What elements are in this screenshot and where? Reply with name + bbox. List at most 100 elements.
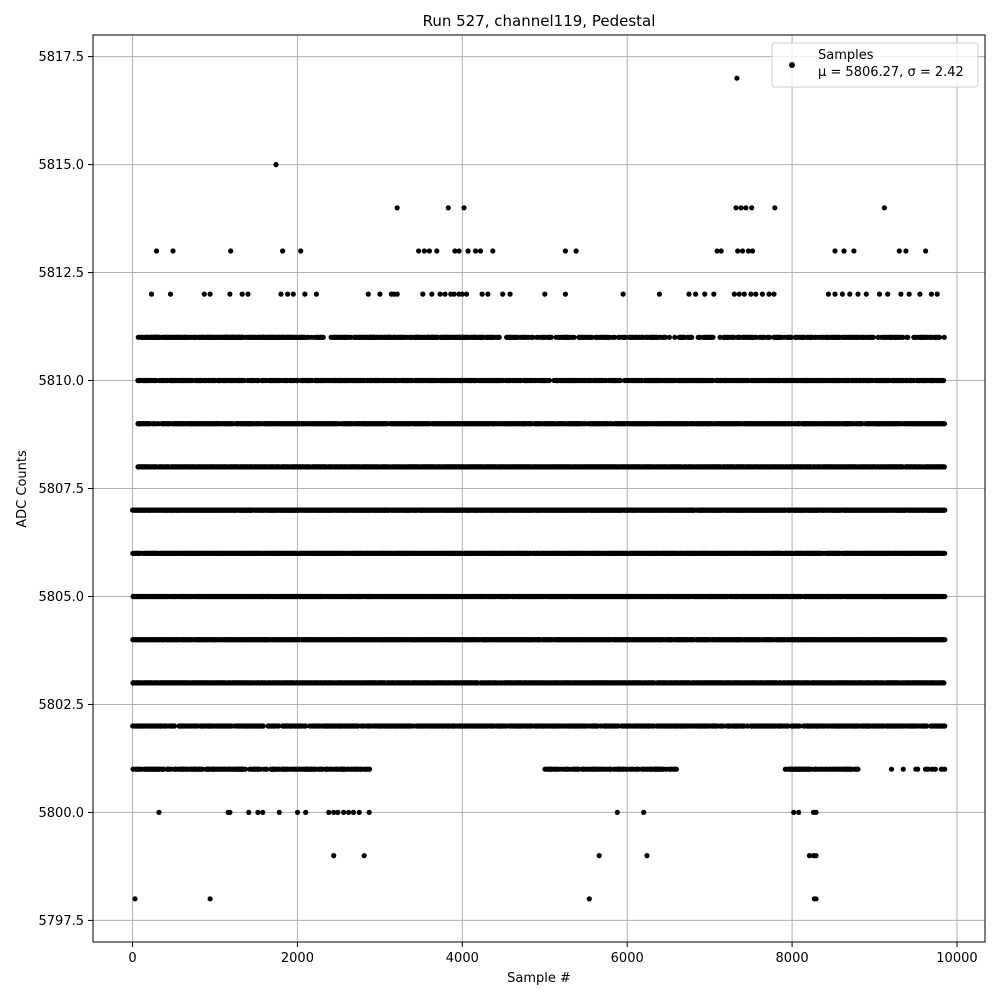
scatter-point (736, 291, 742, 297)
scatter-point (377, 291, 383, 297)
scatter-point (562, 248, 569, 254)
scatter-point (749, 248, 756, 254)
scatter-point (442, 291, 448, 297)
scatter-point (434, 248, 440, 254)
scatter-point (941, 464, 948, 470)
scatter-point (620, 291, 626, 297)
scatter-point (923, 248, 929, 254)
scatter-point (416, 248, 422, 254)
scatter-point (167, 291, 174, 297)
scatter-point (710, 334, 716, 340)
scatter-point (302, 334, 308, 340)
grid (93, 35, 985, 942)
scatter-point (477, 248, 484, 254)
scatter-point (542, 291, 548, 297)
scatter-point (429, 291, 435, 297)
scatter-point (662, 334, 669, 340)
scatter-point (745, 248, 752, 254)
scatter-point (672, 334, 678, 340)
scatter-point (153, 248, 160, 254)
scatter-point (876, 291, 883, 297)
scatter-point (738, 205, 744, 211)
scatter-point (928, 291, 935, 297)
scatter-point (748, 291, 754, 297)
scatter-point (421, 248, 427, 254)
scatter-point (753, 291, 759, 297)
scatter-point (841, 248, 847, 254)
scatter-point (617, 377, 624, 384)
scatter-point (285, 291, 291, 297)
scatter-point (851, 248, 857, 254)
scatter-point (734, 75, 740, 81)
scatter-point (766, 291, 772, 297)
scatter-point (452, 248, 458, 254)
scatter-point (666, 334, 673, 340)
scatter-point (855, 291, 861, 297)
scatter-point (863, 291, 869, 297)
scatter-point (839, 291, 846, 297)
scatter-point (885, 291, 891, 297)
scatter-point (735, 248, 741, 254)
scatter-point (302, 291, 308, 297)
scatter-point (686, 291, 692, 297)
scatter-point (479, 291, 485, 297)
scatter-point (401, 334, 407, 340)
scatter-point (917, 291, 923, 297)
scatter-point (170, 248, 176, 254)
scatter-point (394, 205, 400, 211)
scatter-point (573, 248, 579, 254)
scatter-point (484, 334, 490, 340)
scatter-point (420, 291, 426, 297)
scatter-point (507, 291, 513, 297)
scatter-point (445, 205, 451, 211)
scatter-point (365, 291, 371, 297)
scatter-point (832, 291, 838, 297)
scatter-point (451, 291, 457, 297)
scatter-point (772, 205, 778, 211)
scatter-point (733, 205, 739, 211)
scatter-point (290, 291, 296, 297)
scatter-point (245, 291, 251, 297)
scatter-point (741, 291, 747, 297)
scatter-point (188, 334, 194, 340)
scatter-point (718, 248, 724, 254)
scatter-point (562, 291, 569, 297)
scatter-point (548, 334, 554, 340)
scatter-point (714, 248, 720, 254)
scatter-point (500, 291, 506, 297)
scatter-point (903, 248, 909, 254)
scatter-point (320, 334, 326, 340)
scatter-point (496, 334, 502, 340)
scatter-point (239, 291, 245, 297)
scatter-point (463, 291, 470, 297)
scatter-point (940, 377, 947, 384)
scatter-point (378, 334, 384, 340)
scatter-point (905, 334, 911, 340)
scatter-point (656, 291, 663, 297)
scatter-points (130, 75, 948, 902)
scatter-point (465, 248, 471, 254)
scatter-point (788, 334, 794, 340)
scatter-point (896, 248, 902, 254)
scatter-point (207, 291, 213, 297)
scatter-point (456, 248, 462, 254)
scatter-point (612, 334, 618, 340)
scatter-point (847, 291, 853, 297)
scatter-point (759, 291, 766, 297)
scatter-point (711, 291, 717, 297)
scatter-point (485, 291, 491, 297)
scatter-point (900, 334, 906, 340)
scatter-point (702, 291, 708, 297)
scatter-point (280, 248, 286, 254)
scatter-point (941, 334, 947, 340)
scatter-point (771, 291, 777, 297)
scatter-point (766, 334, 773, 340)
scatter-point (490, 248, 496, 254)
scatter-point (941, 421, 948, 427)
scatter-point (313, 291, 319, 297)
scatter-point (201, 291, 207, 297)
scatter-point (731, 291, 738, 297)
scatter-point (934, 291, 940, 297)
scatter-point (740, 248, 746, 254)
